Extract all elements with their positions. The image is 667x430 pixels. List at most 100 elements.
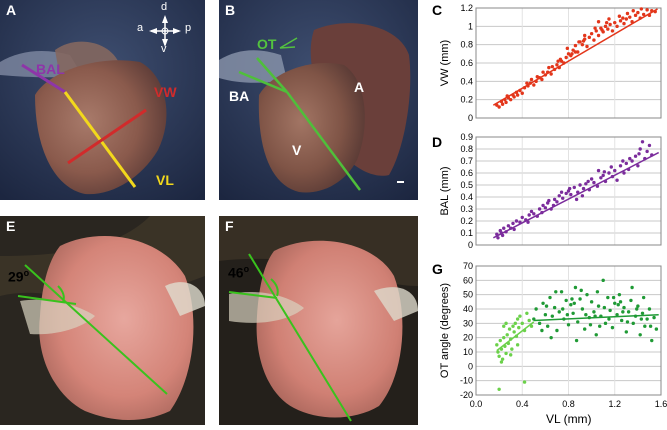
data-point — [572, 301, 576, 305]
data-point — [580, 42, 585, 47]
data-point — [636, 164, 640, 168]
data-point — [588, 323, 593, 327]
data-point — [624, 161, 629, 166]
data-point — [515, 343, 520, 347]
data-point — [496, 350, 500, 354]
data-point — [619, 318, 624, 323]
panel-e-photo: E 29o — [0, 216, 205, 425]
data-point — [534, 307, 538, 311]
data-point — [613, 168, 617, 173]
angle-ray-diagonal-e — [24, 264, 168, 395]
data-point — [527, 213, 531, 217]
data-point — [585, 292, 589, 297]
data-point — [592, 38, 596, 42]
data-point — [576, 320, 580, 324]
data-point — [595, 290, 600, 294]
data-point — [508, 353, 513, 357]
data-point — [587, 35, 592, 40]
y-tick-label: 0 — [468, 240, 473, 250]
data-point — [596, 304, 601, 308]
data-point — [510, 347, 514, 351]
data-point — [567, 186, 572, 191]
data-point — [607, 317, 611, 321]
data-point — [593, 26, 597, 30]
trend-line — [492, 8, 658, 106]
data-point — [535, 75, 539, 79]
data-point — [506, 224, 511, 228]
data-point — [550, 314, 555, 318]
x-tick-label: 0.0 — [470, 399, 483, 409]
data-point — [638, 147, 642, 151]
panel-f-photo: F 46o — [219, 216, 418, 425]
data-point — [561, 196, 565, 200]
data-point — [543, 206, 548, 210]
y-axis-label: OT angle (degrees) — [439, 283, 451, 378]
data-point — [621, 310, 625, 314]
data-point — [547, 198, 551, 203]
data-point — [529, 324, 534, 328]
data-point — [610, 325, 615, 330]
data-point — [569, 303, 573, 307]
data-point — [502, 324, 506, 328]
label-bal: BAL — [36, 61, 65, 77]
data-point — [525, 81, 529, 85]
data-point — [602, 305, 607, 310]
y-tick-label: 0.3 — [460, 204, 473, 214]
data-point — [581, 39, 586, 43]
y-tick-label: 0.4 — [460, 192, 473, 202]
y-tick-label: 50 — [463, 290, 473, 300]
data-point — [589, 31, 594, 36]
y-tick-label: 1 — [468, 21, 473, 31]
data-point — [604, 20, 609, 25]
data-point — [606, 295, 610, 300]
data-point — [618, 300, 623, 304]
label-vl: VL — [156, 172, 174, 188]
data-point — [580, 307, 585, 311]
plot-frame — [475, 136, 662, 246]
data-point — [526, 220, 530, 224]
data-point — [601, 173, 605, 178]
data-point — [541, 203, 545, 208]
data-point — [504, 100, 508, 105]
y-tick-label: 0.2 — [460, 216, 473, 226]
data-point — [543, 313, 548, 317]
data-point — [581, 186, 586, 191]
data-point — [504, 351, 508, 356]
panel-a-photo: A BAL VW VL d a p v — [0, 0, 205, 200]
data-point — [550, 64, 555, 69]
data-point — [603, 24, 608, 29]
data-point — [615, 24, 619, 29]
data-point — [617, 292, 622, 297]
data-point — [640, 311, 645, 315]
data-point — [645, 149, 649, 154]
y-tick-label: 0.1 — [460, 228, 473, 238]
data-point — [515, 317, 520, 321]
data-point — [577, 40, 581, 44]
data-point — [636, 304, 640, 308]
data-point — [626, 310, 631, 314]
panel-letter-b: B — [225, 2, 236, 18]
y-tick-label: -10 — [460, 376, 473, 386]
data-point — [571, 48, 575, 52]
data-point — [508, 97, 513, 102]
data-point — [571, 311, 575, 315]
data-point — [652, 315, 656, 320]
x-tick-label: 0.4 — [516, 399, 529, 409]
compass-v: v — [161, 43, 167, 55]
y-tick-label: 0.8 — [460, 40, 473, 50]
data-point — [498, 338, 502, 343]
data-point — [578, 297, 582, 301]
data-point — [549, 72, 553, 76]
data-point — [541, 70, 545, 74]
data-point — [645, 8, 649, 12]
data-point — [643, 324, 647, 328]
data-point — [602, 170, 607, 174]
data-point — [497, 105, 501, 109]
data-point — [511, 324, 515, 328]
label-vw: VW — [154, 84, 177, 100]
data-point — [647, 307, 652, 311]
data-point — [573, 285, 578, 290]
panel-letter-c: C — [432, 2, 443, 18]
data-point — [572, 185, 576, 190]
data-point — [603, 321, 608, 326]
